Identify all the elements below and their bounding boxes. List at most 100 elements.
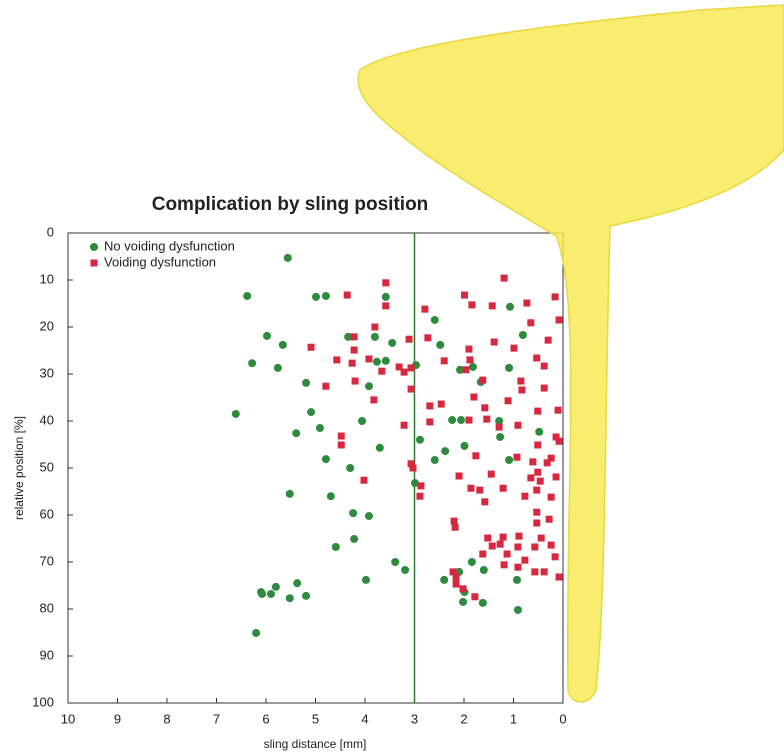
point bbox=[537, 478, 544, 485]
point bbox=[382, 279, 389, 286]
x-tick-label: 1 bbox=[510, 711, 517, 726]
point bbox=[541, 385, 548, 392]
point bbox=[441, 447, 449, 455]
y-tick-label: 20 bbox=[40, 318, 54, 333]
y-tick-label: 0 bbox=[47, 224, 54, 239]
point bbox=[552, 293, 559, 300]
point bbox=[529, 458, 536, 465]
legend: No voiding dysfunctionVoiding dysfunctio… bbox=[90, 238, 235, 269]
point bbox=[523, 300, 530, 307]
point bbox=[506, 303, 514, 311]
point bbox=[263, 332, 271, 340]
point bbox=[531, 543, 538, 550]
point bbox=[373, 358, 381, 366]
point bbox=[501, 275, 508, 282]
point bbox=[481, 498, 488, 505]
point bbox=[533, 519, 540, 526]
legend-marker bbox=[90, 243, 98, 251]
point bbox=[362, 576, 370, 584]
point bbox=[548, 542, 555, 549]
point bbox=[556, 316, 563, 323]
point bbox=[514, 606, 522, 614]
point bbox=[350, 535, 358, 543]
point bbox=[460, 585, 467, 592]
point bbox=[349, 509, 357, 517]
x-tick-label: 5 bbox=[312, 711, 319, 726]
point bbox=[440, 576, 448, 584]
x-tick-label: 8 bbox=[163, 711, 170, 726]
point bbox=[352, 378, 359, 385]
chart-title: Complication by sling position bbox=[152, 194, 429, 215]
point bbox=[388, 339, 396, 347]
point bbox=[534, 441, 541, 448]
point bbox=[518, 386, 525, 393]
point bbox=[417, 482, 424, 489]
point bbox=[513, 454, 520, 461]
y-tick-label: 50 bbox=[40, 459, 54, 474]
point bbox=[438, 401, 445, 408]
legend-label: No voiding dysfunction bbox=[104, 238, 235, 253]
point bbox=[515, 533, 522, 540]
point bbox=[279, 341, 287, 349]
point bbox=[555, 407, 562, 414]
point bbox=[521, 557, 528, 564]
point bbox=[351, 347, 358, 354]
point bbox=[556, 438, 563, 445]
point bbox=[286, 490, 294, 498]
point bbox=[232, 410, 240, 418]
point bbox=[496, 424, 503, 431]
point bbox=[453, 581, 460, 588]
point bbox=[308, 344, 315, 351]
x-axis-label: sling distance [mm] bbox=[264, 737, 367, 751]
point bbox=[358, 417, 366, 425]
point bbox=[513, 576, 521, 584]
point bbox=[365, 512, 373, 520]
point bbox=[553, 473, 560, 480]
point bbox=[448, 416, 456, 424]
point bbox=[548, 494, 555, 501]
point bbox=[480, 566, 488, 574]
point bbox=[351, 333, 358, 340]
point bbox=[535, 428, 543, 436]
point bbox=[479, 377, 486, 384]
y-axis-label: relative position [%] bbox=[12, 416, 26, 520]
point bbox=[302, 379, 310, 387]
point bbox=[416, 436, 424, 444]
point bbox=[322, 383, 329, 390]
point bbox=[517, 378, 524, 385]
point bbox=[504, 551, 511, 558]
point bbox=[544, 459, 551, 466]
point bbox=[327, 492, 335, 500]
y-tick-label: 100 bbox=[32, 694, 54, 709]
point bbox=[452, 524, 459, 531]
point bbox=[382, 302, 389, 309]
point bbox=[541, 568, 548, 575]
point bbox=[489, 543, 496, 550]
point bbox=[338, 433, 345, 440]
point bbox=[365, 355, 372, 362]
point bbox=[451, 518, 458, 525]
x-tick-label: 3 bbox=[411, 711, 418, 726]
point bbox=[514, 564, 521, 571]
point bbox=[361, 477, 368, 484]
point bbox=[456, 472, 463, 479]
point bbox=[346, 464, 354, 472]
point bbox=[284, 254, 292, 262]
point bbox=[307, 408, 315, 416]
point bbox=[349, 360, 356, 367]
point bbox=[466, 356, 473, 363]
point bbox=[382, 293, 390, 301]
point bbox=[333, 356, 340, 363]
point bbox=[519, 331, 527, 339]
point bbox=[467, 485, 474, 492]
point bbox=[527, 319, 534, 326]
point bbox=[408, 364, 415, 371]
y-tick-label: 40 bbox=[40, 412, 54, 427]
point bbox=[459, 598, 467, 606]
point bbox=[378, 368, 385, 375]
point bbox=[312, 293, 320, 301]
point bbox=[545, 337, 552, 344]
point bbox=[500, 534, 507, 541]
point bbox=[465, 346, 472, 353]
